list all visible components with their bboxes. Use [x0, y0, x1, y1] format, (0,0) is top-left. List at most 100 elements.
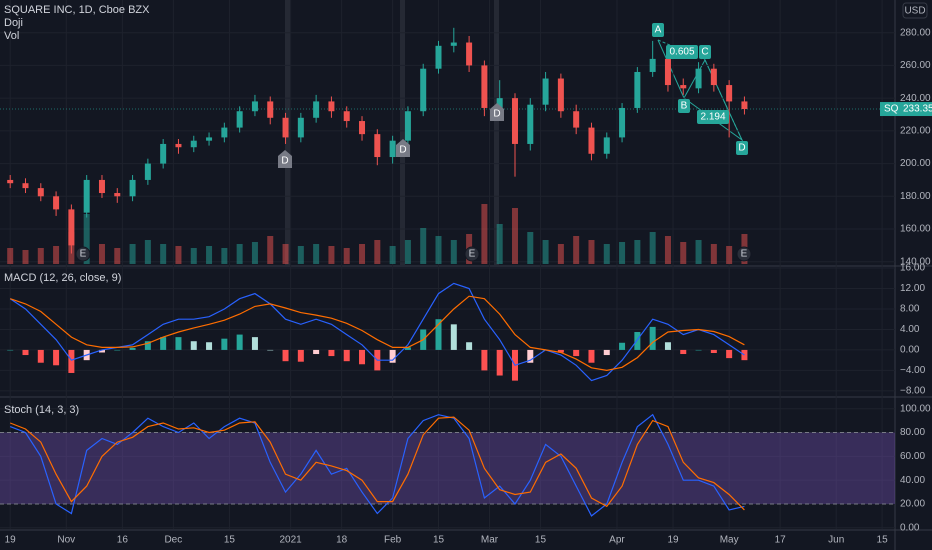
volume-bar: [695, 240, 702, 264]
stoch-k-line: [9, 413, 745, 517]
doji-marker: D: [399, 145, 406, 156]
histogram-bar: [527, 349, 534, 363]
histogram-bar: [603, 349, 610, 356]
x-tick-label: Feb: [384, 535, 402, 546]
volume-bar: [634, 240, 641, 264]
earnings-marker[interactable]: E: [469, 249, 476, 260]
histogram-bar: [98, 349, 105, 353]
histogram-bar: [680, 349, 687, 355]
histogram-bar: [129, 347, 136, 350]
histogram-bar: [7, 349, 14, 351]
earnings-marker[interactable]: E: [80, 249, 87, 260]
indicator-legend: Vol: [4, 30, 19, 42]
candle-body: [53, 196, 60, 210]
candle-body: [542, 78, 549, 105]
x-tick-label: 18: [336, 535, 348, 546]
y-tick-label: −8.00: [900, 386, 926, 397]
ratio-label: 2.194: [700, 112, 725, 123]
y-tick-label: −4.00: [900, 365, 926, 376]
last-price-tag: [880, 102, 932, 117]
stoch-band: [0, 432, 895, 504]
histogram-bar: [573, 349, 580, 357]
candle-body: [680, 85, 687, 89]
earnings-marker-circle[interactable]: [75, 246, 91, 262]
candle-body: [649, 58, 656, 72]
candle-body: [450, 42, 457, 46]
histogram-bar: [634, 332, 641, 350]
histogram-bar: [144, 341, 151, 350]
earnings-marker-circle[interactable]: [464, 246, 480, 262]
volume-bar: [251, 242, 258, 264]
histogram-bar: [481, 349, 488, 371]
volume-bar: [389, 246, 396, 264]
pattern-label-box: [678, 99, 690, 113]
doji-marker: D: [281, 156, 288, 167]
volume-bar: [435, 236, 442, 264]
volume-bar: [588, 240, 595, 264]
histogram-bar: [664, 342, 671, 350]
histogram-bar: [328, 349, 335, 357]
labels: SQUARE INC, 1D, Cboe BZX Doji Vol MACD (…: [4, 2, 932, 546]
candle-body: [435, 45, 442, 69]
y-tick-label: 8.00: [900, 304, 920, 315]
candle-body: [37, 188, 44, 197]
volume-bar: [236, 244, 243, 264]
pattern-label-box: [736, 141, 748, 155]
candle-body: [236, 111, 243, 128]
histogram-bar: [496, 349, 503, 376]
volume-bar: [359, 244, 366, 264]
y-tick-label: 16.00: [900, 263, 925, 274]
candle-body: [374, 134, 381, 158]
currency[interactable]: USD: [904, 6, 925, 17]
x-tick-label: 16: [117, 535, 129, 546]
volume-bar: [680, 242, 687, 264]
pattern-label: D: [738, 143, 745, 154]
volume-bar: [649, 232, 656, 264]
pattern-label-box: [699, 45, 711, 59]
y-tick-label: 40.00: [900, 475, 925, 486]
candle-body: [114, 193, 121, 197]
y-tick-label: 160.00: [900, 224, 931, 235]
marks: [7, 27, 748, 517]
volume-bar: [573, 236, 580, 264]
candle-body: [313, 101, 320, 118]
doji-highlight: [400, 0, 405, 265]
x-tick-label: Mar: [481, 535, 499, 546]
volume-bar: [496, 224, 503, 264]
candle-body: [741, 101, 748, 110]
symbol-title: SQUARE INC, 1D, Cboe BZX: [4, 4, 150, 16]
doji-marker-box: [396, 139, 410, 157]
currency-box[interactable]: [902, 2, 928, 19]
y-tick-label: 20.00: [900, 499, 925, 510]
volume-bar: [450, 240, 457, 264]
candle-body: [726, 85, 733, 102]
candle-body: [634, 71, 641, 108]
volume-bar: [557, 244, 564, 264]
histogram-bar: [160, 337, 167, 350]
histogram-bar: [267, 349, 274, 351]
x-tick-label: 15: [224, 535, 236, 546]
indicator-legend: Doji: [4, 17, 23, 29]
candle-body: [588, 127, 595, 154]
candle-body: [573, 111, 580, 128]
histogram-bar: [557, 349, 564, 353]
candle-body: [297, 117, 304, 138]
earnings-marker-circle[interactable]: [736, 246, 752, 262]
volume-bar: [114, 248, 121, 264]
volume-bar: [7, 248, 14, 264]
x-tick-label: Jun: [828, 535, 844, 546]
y-tick-label: 200.00: [900, 158, 931, 169]
volume-bar: [404, 240, 411, 264]
volume-bar: [527, 232, 534, 264]
histogram-bar: [175, 337, 182, 350]
volume-bar: [726, 246, 733, 264]
earnings-marker[interactable]: E: [741, 249, 748, 260]
volume-bar: [144, 240, 151, 264]
volume-bar: [282, 244, 289, 264]
histogram-bar: [190, 341, 197, 350]
doji-marker: D: [493, 109, 500, 120]
x-tick-label: 15: [877, 535, 889, 546]
pattern-label: A: [655, 25, 662, 36]
